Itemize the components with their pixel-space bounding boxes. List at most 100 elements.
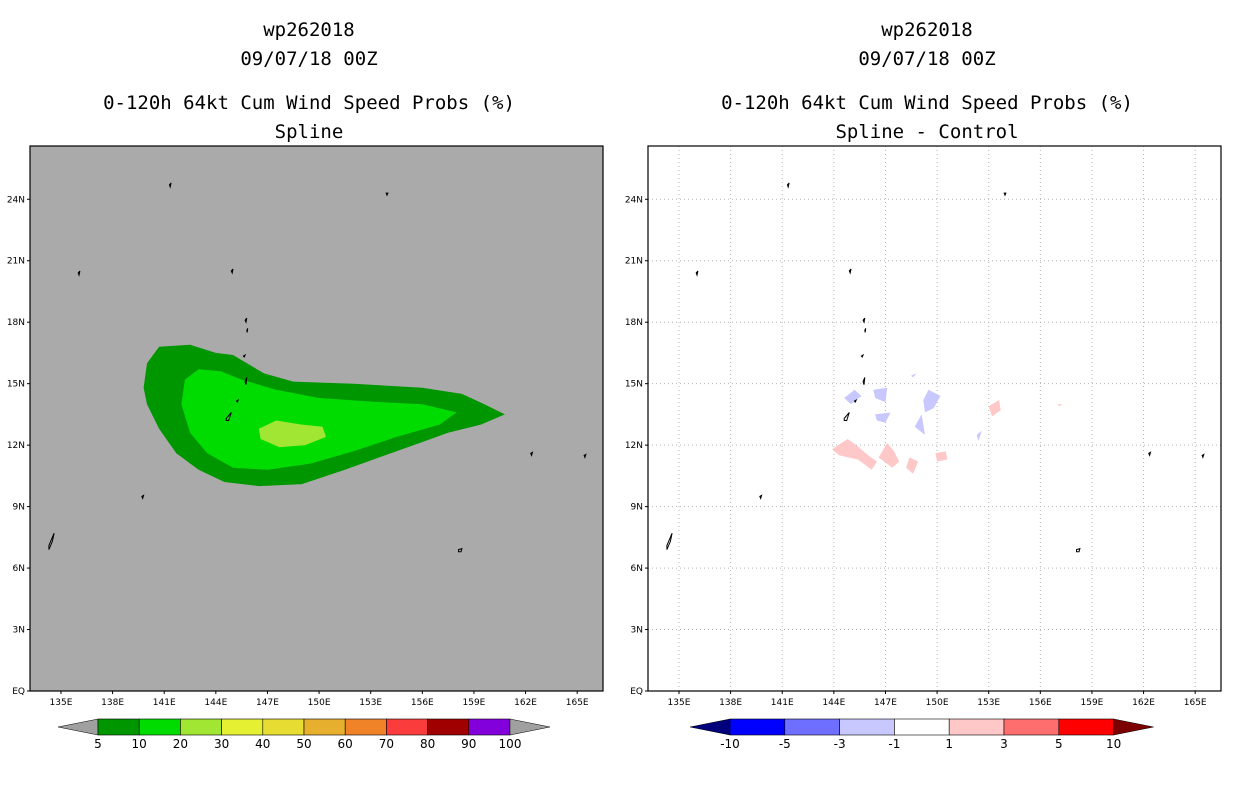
island-outline [666,533,673,550]
lat-label: 6N [13,564,25,574]
left-colorbar-label: 100 [499,737,522,751]
left-datetime: 09/07/18 00Z [240,48,378,70]
left-colorbar-cell [221,718,264,736]
diff-patch-negative [976,430,982,441]
right-colorbar-cell [894,718,950,736]
island-outline [48,533,55,550]
left-colorbar-label: 20 [173,737,188,751]
right-colorbar-cell [1003,718,1060,736]
right-colorbar-label: 3 [1000,737,1008,751]
left-colorbar-label: 5 [94,737,102,751]
left-colorbar-label: 30 [214,737,229,751]
island-outline [385,192,389,197]
right-colorbar-label: -5 [779,737,791,751]
island-outline [141,494,145,500]
lat-label: 12N [7,441,25,451]
prob-contour-20 [258,420,326,448]
lat-label: 21N [7,257,25,267]
diff-patch-positive [988,400,1001,417]
left-colorbar-cell [386,718,428,736]
island-outline [848,268,852,275]
lon-label: 153E [977,698,1000,708]
island-outline [77,270,81,277]
left-colorbar-label: 60 [338,737,353,751]
right-colorbar-right-arrow [1113,718,1154,736]
right-colorbar-label: -10 [720,737,740,751]
lat-label: 3N [13,626,25,636]
island-outline [244,377,248,385]
island-outline [1201,453,1205,459]
lon-label: 144E [822,698,845,708]
right-colorbar-cell [784,718,840,736]
lon-label: 162E [1132,698,1155,708]
left-storm-id: wp262018 [263,19,355,41]
diff-patch-negative [844,389,862,405]
right-subtitle: Spline - Control [835,121,1019,143]
diff-patch-positive [878,443,900,468]
diff-patch-negative [875,412,891,423]
lon-label: 156E [411,698,434,708]
lon-label: 150E [926,698,949,708]
left-colorbar-right-arrow [509,718,551,736]
right-colorbar-cell [1058,718,1114,736]
left-map-content [48,182,607,553]
lat-label: 15N [7,380,25,390]
lat-label: EQ [630,687,643,697]
lon-label: 141E [771,698,794,708]
island-outline [225,412,232,421]
lon-label: 159E [1081,698,1104,708]
diff-patch-positive [935,451,948,462]
island-outline [843,412,850,421]
right-colorbar-cell [948,718,1005,736]
right-map-background [648,146,1221,691]
island-outline [1148,451,1152,457]
lat-label: 21N [625,257,643,267]
left-colorbar-cell [468,718,511,736]
lat-label: 24N [7,195,25,205]
lat-label: 24N [625,195,643,205]
right-colorbar-label: 10 [1106,737,1121,751]
right-colorbar-label: -1 [888,737,900,751]
left-colorbar-cell [303,718,346,736]
island-outline [230,268,234,275]
right-datetime: 09/07/18 00Z [858,48,996,70]
left-colorbar-left-arrow [57,718,99,736]
diff-patch-positive [1057,404,1063,407]
lat-label: 12N [625,441,643,451]
lon-label: 138E [719,698,742,708]
diff-patch-negative [873,387,888,403]
left-colorbar-label: 70 [379,737,394,751]
lon-label: 162E [514,698,537,708]
left-colorbar-cell [180,718,222,736]
left-product-title: 0-120h 64kt Cum Wind Speed Probs (%) [103,92,515,114]
island-outline [605,295,607,297]
diff-patch-negative [914,414,925,435]
island-outline [530,451,534,457]
island-outline [242,353,247,358]
right-product-title: 0-120h 64kt Cum Wind Speed Probs (%) [721,92,1133,114]
left-colorbar-label: 40 [255,737,270,751]
island-outline [864,328,867,333]
prob-contour-10 [181,369,457,470]
left-colorbar-cell [97,718,140,736]
island-outline [862,377,866,385]
left-colorbar-label: 80 [420,737,435,751]
left-map-frame [29,145,604,692]
lon-label: 147E [874,698,897,708]
lon-label: 165E [566,698,589,708]
lon-label: 165E [1184,698,1207,708]
left-colorbar-cell [262,718,305,736]
lon-label: 159E [463,698,486,708]
island-outline [244,317,248,324]
island-outline [1223,295,1225,297]
island-outline [860,353,865,358]
lon-label: 141E [153,698,176,708]
lon-label: 135E [668,698,691,708]
island-outline [168,182,172,189]
right-colorbar-left-arrow [689,718,731,736]
lat-label: 18N [7,318,25,328]
right-map-frame [647,145,1222,692]
island-outline [862,317,866,324]
diff-patch-negative [911,373,917,378]
